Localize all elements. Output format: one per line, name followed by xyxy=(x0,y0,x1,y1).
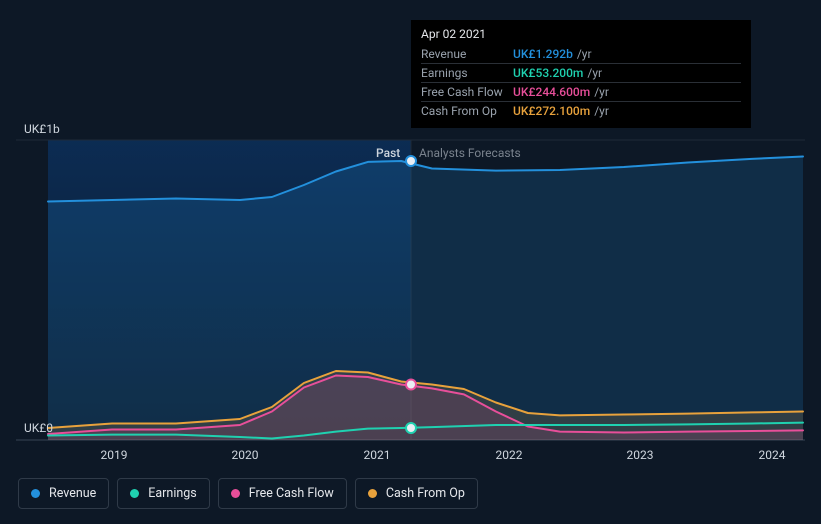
legend-swatch xyxy=(368,489,377,498)
past-section-label: Past xyxy=(376,146,400,160)
tooltip-date: Apr 02 2021 xyxy=(421,26,741,43)
x-axis-tick: 2019 xyxy=(101,448,128,462)
y-axis-label-top: UK£1b xyxy=(24,122,60,136)
forecast-section-label: Analysts Forecasts xyxy=(419,146,521,160)
legend-item-revenue[interactable]: Revenue xyxy=(18,478,109,509)
x-axis-tick: 2022 xyxy=(496,448,523,462)
tooltip-metric-value: UK£53.200m xyxy=(513,65,583,82)
y-axis-label-bottom: UK£0 xyxy=(24,421,53,435)
x-axis-tick: 2023 xyxy=(627,448,654,462)
tooltip-metric-value: UK£244.600m xyxy=(513,84,590,101)
chart-legend: Revenue Earnings Free Cash Flow Cash From O… xyxy=(18,478,478,509)
legend-swatch xyxy=(130,489,139,498)
data-tooltip: Apr 02 2021 RevenueUK£1.292b/yrEarningsU… xyxy=(411,20,751,128)
tooltip-row: EarningsUK£53.200m/yr xyxy=(421,63,741,82)
legend-swatch xyxy=(31,489,40,498)
legend-label: Free Cash Flow xyxy=(249,486,334,501)
tooltip-metric-label: Revenue xyxy=(421,46,513,63)
tooltip-metric-value: UK£1.292b xyxy=(513,46,573,63)
tooltip-metric-label: Free Cash Flow xyxy=(421,84,513,101)
tooltip-unit: /yr xyxy=(587,65,602,82)
x-axis-tick: 2020 xyxy=(232,448,259,462)
legend-label: Earnings xyxy=(148,486,196,501)
tooltip-unit: /yr xyxy=(594,84,609,101)
legend-item-free_cash_flow[interactable]: Free Cash Flow xyxy=(218,478,347,509)
tooltip-row: RevenueUK£1.292b/yr xyxy=(421,45,741,63)
legend-item-earnings[interactable]: Earnings xyxy=(117,478,209,509)
tooltip-unit: /yr xyxy=(577,46,592,63)
tooltip-metric-value: UK£272.100m xyxy=(513,103,590,120)
x-axis-tick: 2021 xyxy=(364,448,391,462)
x-axis-tick: 2024 xyxy=(759,448,786,462)
tooltip-unit: /yr xyxy=(594,103,609,120)
tooltip-row: Free Cash FlowUK£244.600m/yr xyxy=(421,82,741,101)
financial-chart: UK£1b UK£0 Past Analysts Forecasts 2019 2… xyxy=(0,0,821,524)
legend-label: Cash From Op xyxy=(386,486,465,501)
tooltip-metric-label: Cash From Op xyxy=(421,103,513,120)
legend-item-cash_from_op[interactable]: Cash From Op xyxy=(355,478,478,509)
tooltip-metric-label: Earnings xyxy=(421,65,513,82)
tooltip-row: Cash From OpUK£272.100m/yr xyxy=(421,101,741,120)
legend-swatch xyxy=(231,489,240,498)
legend-label: Revenue xyxy=(49,486,96,501)
